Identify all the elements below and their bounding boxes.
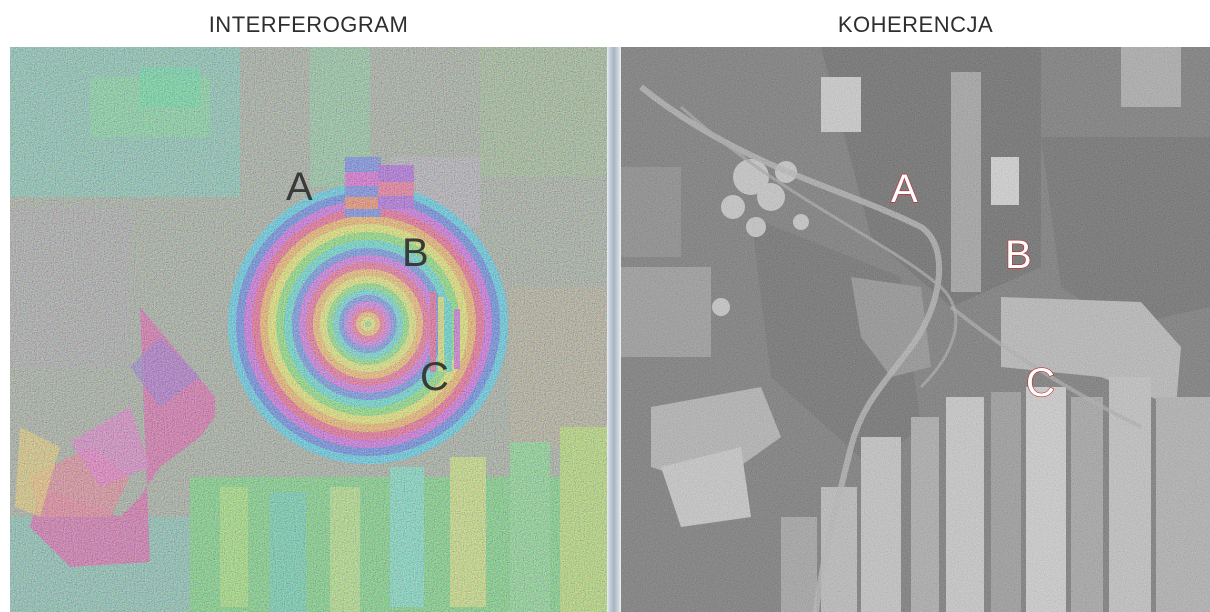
- interferogram-title: INTERFEROGRAM: [208, 12, 409, 37]
- interferogram-label-a: A: [286, 165, 313, 209]
- coherence-label-b: B: [1004, 233, 1032, 277]
- interferogram-image: A B C: [10, 47, 607, 612]
- coherence-title: KOHERENCJA: [837, 12, 994, 37]
- interferogram-graphic: [10, 47, 607, 612]
- coherence-image: A B C: [621, 47, 1210, 612]
- coherence-label-a: A: [890, 167, 918, 211]
- panel-divider: [607, 47, 621, 612]
- interferogram-label-b: B: [402, 231, 429, 275]
- coherence-label-c: C: [1025, 361, 1055, 405]
- interferogram-label-c: C: [420, 355, 449, 399]
- coherence-graphic: [621, 47, 1210, 612]
